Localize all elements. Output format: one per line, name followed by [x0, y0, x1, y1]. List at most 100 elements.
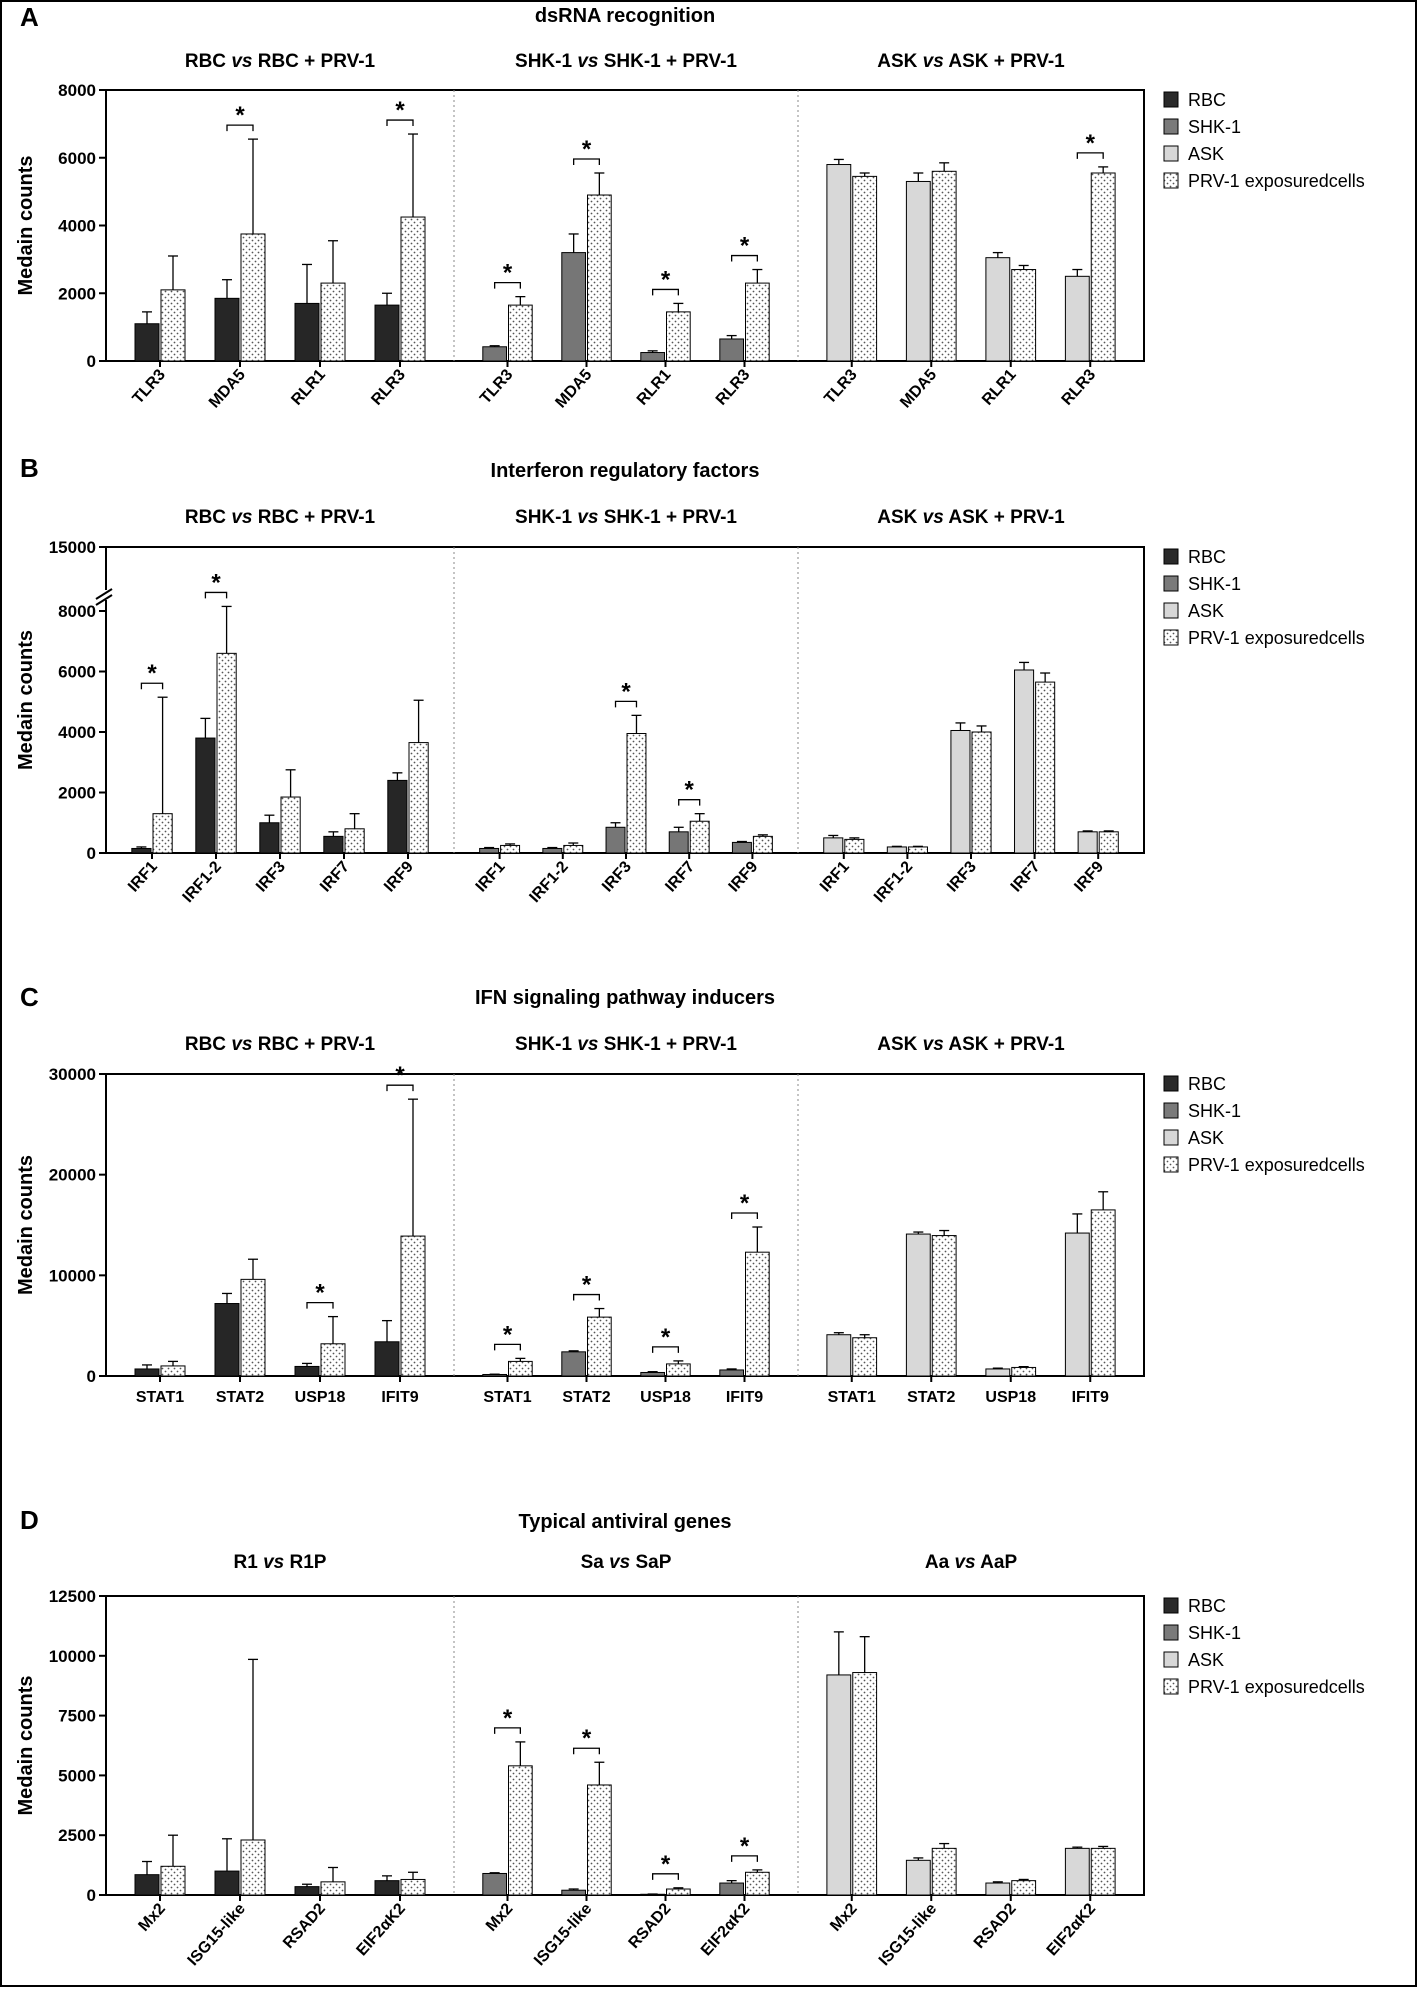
legend-swatch — [1163, 1678, 1179, 1695]
legend-label: PRV-1 exposuredcells — [1188, 171, 1365, 191]
x-category-label: IFIT9 — [381, 1389, 418, 1406]
bar-exposed — [931, 170, 957, 362]
group-header: ASK vs ASK + PRV-1 — [877, 1034, 1065, 1055]
panel-label: B — [20, 453, 39, 483]
bar-exposed — [745, 282, 770, 362]
bar-exposed — [852, 175, 878, 362]
bar-exposed — [689, 820, 710, 854]
bar-control — [542, 847, 563, 854]
x-category-label: STAT2 — [562, 1389, 610, 1406]
significance-bracket — [731, 1212, 758, 1220]
legend-swatch — [1163, 1651, 1179, 1668]
x-category-label: USP18 — [985, 1389, 1036, 1406]
bar-control — [482, 346, 507, 362]
y-axis-label: Medain counts — [15, 630, 37, 770]
bar-control — [214, 297, 240, 362]
x-category-label: RLR1 — [634, 366, 675, 409]
significance-star: * — [503, 1705, 513, 1732]
legend-swatch — [1163, 91, 1179, 108]
x-category-label: IRF9 — [381, 858, 417, 895]
y-tick-label: 0 — [87, 844, 96, 863]
bar-control — [294, 302, 320, 362]
y-tick-label: 0 — [87, 352, 96, 371]
bar-control — [985, 257, 1011, 362]
significance-star: * — [211, 569, 221, 596]
panel-C: C IFN signaling pathway inducers 0 10000 200… — [15, 982, 1365, 1406]
bar-exposed — [160, 1865, 186, 1896]
bar-exposed — [320, 282, 346, 362]
significance-star: * — [235, 102, 245, 129]
axis-break-mask — [96, 590, 116, 600]
y-tick-label: 4000 — [58, 723, 96, 742]
bar-exposed — [280, 796, 301, 854]
legend-label: PRV-1 exposuredcells — [1188, 1155, 1365, 1175]
panel-label: A — [20, 2, 39, 32]
significance-bracket — [614, 700, 638, 708]
legend-swatch — [1163, 1075, 1179, 1092]
x-category-label: IRF9 — [1071, 858, 1107, 895]
significance-star: * — [582, 136, 592, 163]
x-category-label: ISG15-like — [531, 1900, 595, 1969]
group-header: RBC vs RBC + PRV-1 — [185, 51, 376, 72]
legend-label: SHK-1 — [1188, 1101, 1241, 1121]
bar-exposed — [1090, 1209, 1116, 1377]
bar-control — [719, 1369, 744, 1377]
bar-exposed — [400, 1878, 426, 1896]
legend-label: PRV-1 exposuredcells — [1188, 1677, 1365, 1697]
bar-exposed — [320, 1343, 346, 1377]
significance-bracket — [386, 1084, 414, 1092]
bar-exposed — [152, 813, 173, 854]
significance-bracket — [573, 1293, 600, 1301]
panel-label: C — [20, 982, 39, 1012]
bar-exposed — [160, 1365, 186, 1377]
group-header: SHK-1 vs SHK-1 + PRV-1 — [515, 51, 737, 72]
y-tick-label: 10000 — [49, 1647, 96, 1666]
x-category-label: IRF7 — [317, 858, 353, 895]
x-category-label: IRF7 — [662, 858, 698, 895]
y-tick-label: 15000 — [49, 538, 96, 557]
bar-exposed — [666, 311, 691, 362]
significance-bracket — [652, 1873, 679, 1880]
bar-control — [731, 841, 752, 854]
legend-label: ASK — [1188, 601, 1224, 621]
significance-bracket — [140, 682, 164, 690]
bar-control — [905, 1859, 931, 1896]
y-tick-label: 6000 — [58, 149, 96, 168]
bar-exposed — [1011, 1366, 1037, 1377]
bar-control — [985, 1368, 1011, 1377]
significance-bracket — [494, 281, 521, 289]
bar-exposed — [508, 1360, 533, 1377]
significance-bracket — [386, 119, 414, 127]
y-tick-label: 4000 — [58, 217, 96, 236]
bar-exposed — [844, 838, 865, 854]
bar-exposed — [563, 844, 584, 854]
bar-control — [387, 779, 408, 854]
y-tick-label: 5000 — [58, 1766, 96, 1785]
legend-swatch — [1163, 1597, 1179, 1614]
bar-control — [826, 164, 852, 362]
group-header: ASK vs ASK + PRV-1 — [877, 51, 1065, 72]
x-category-label: TLR3 — [821, 366, 860, 407]
bar-exposed — [240, 1839, 266, 1896]
plot-frame — [105, 1595, 1145, 1896]
bar-exposed — [852, 1672, 878, 1896]
x-category-label: IRF1-2 — [180, 858, 225, 906]
x-category-label: STAT2 — [907, 1389, 955, 1406]
bar-exposed — [240, 233, 266, 362]
x-category-label: STAT2 — [216, 1389, 264, 1406]
bar-exposed — [240, 1278, 266, 1377]
bar-control — [214, 1870, 240, 1896]
x-category-label: RLR3 — [713, 366, 754, 409]
legend-label: PRV-1 exposuredcells — [1188, 628, 1365, 648]
y-tick-label: 2000 — [58, 784, 96, 803]
bar-exposed — [344, 828, 365, 854]
legend-swatch — [1163, 548, 1179, 565]
legend-swatch — [1163, 602, 1179, 619]
significance-star: * — [661, 1851, 671, 1878]
significance-star: * — [740, 233, 750, 260]
bar-control — [294, 1365, 320, 1377]
significance-star: * — [740, 1833, 750, 1860]
significance-bracket — [678, 799, 701, 806]
